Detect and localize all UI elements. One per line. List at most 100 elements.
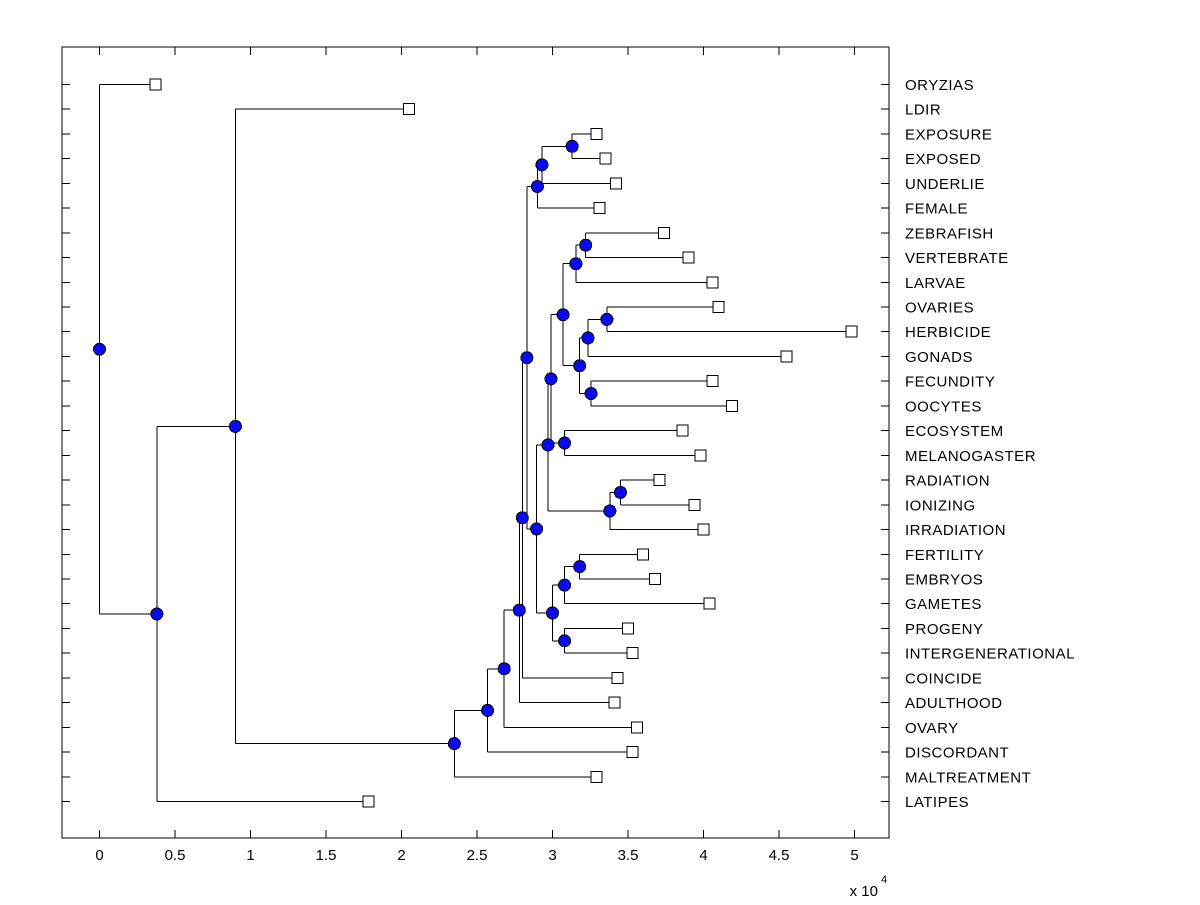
internal-node-dot xyxy=(565,139,579,153)
leaf-label: GONADS xyxy=(905,349,973,366)
x-tick-label: 4 xyxy=(699,847,707,864)
leaf-node-marker xyxy=(403,103,416,116)
leaf-node-marker xyxy=(726,399,739,412)
leaf-label: FECUNDITY xyxy=(905,374,995,391)
internal-node-dot xyxy=(558,578,572,592)
x-tick-label: 0 xyxy=(95,847,103,864)
leaf-label: OVARY xyxy=(905,720,959,737)
internal-node-dot xyxy=(481,703,495,717)
internal-node-dot xyxy=(447,737,461,751)
internal-node-dot xyxy=(603,504,617,518)
x-tick-label: 3 xyxy=(548,847,556,864)
leaf-label: IONIZING xyxy=(905,497,976,514)
leaf-label: EXPOSURE xyxy=(905,126,992,143)
leaf-label: MALTREATMENT xyxy=(905,769,1031,786)
leaf-label: ADULTHOOD xyxy=(905,695,1003,712)
leaf-label: COINCIDE xyxy=(905,670,982,687)
internal-node-dot xyxy=(558,634,572,648)
internal-node-dot xyxy=(544,372,558,386)
internal-node-dot xyxy=(579,238,593,252)
leaf-label: ECOSYSTEM xyxy=(905,423,1004,440)
leaf-node-marker xyxy=(676,424,689,437)
x-tick-label: 2 xyxy=(397,847,405,864)
internal-node-dot xyxy=(512,603,526,617)
leaf-label: GAMETES xyxy=(905,596,982,613)
leaf-node-marker xyxy=(626,647,639,660)
leaf-label: ZEBRAFISH xyxy=(905,225,994,242)
internal-node-dot xyxy=(515,511,529,525)
leaf-node-marker xyxy=(694,449,707,462)
leaf-node-marker xyxy=(599,152,612,165)
internal-node-dot xyxy=(573,560,587,574)
internal-node-dot xyxy=(584,387,598,401)
leaf-node-marker xyxy=(590,127,603,140)
leaf-label: UNDERLIE xyxy=(905,176,985,193)
axes-box xyxy=(61,46,890,839)
leaf-label: LATIPES xyxy=(905,794,969,811)
internal-node-dot xyxy=(228,419,242,433)
x-tick-label: 0.5 xyxy=(165,847,186,864)
leaf-label: EMBRYOS xyxy=(905,571,983,588)
internal-node-dot xyxy=(581,331,595,345)
leaf-label: LDIR xyxy=(905,102,941,119)
internal-node-dot xyxy=(530,522,544,536)
leaf-label: RADIATION xyxy=(905,473,990,490)
x-axis-scale-exponent: 4 xyxy=(881,874,887,886)
internal-node-dot xyxy=(93,342,106,356)
leaf-node-marker xyxy=(593,202,606,215)
leaf-node-marker xyxy=(706,375,719,388)
internal-node-dot xyxy=(535,158,549,172)
leaf-label: FERTILITY xyxy=(905,547,984,564)
internal-node-dot xyxy=(613,485,627,499)
leaf-node-marker xyxy=(608,696,621,709)
leaf-label: LARVAE xyxy=(905,275,966,292)
leaf-label: IRRADIATION xyxy=(905,522,1006,539)
internal-node-dot xyxy=(558,436,572,450)
branch-lines-group xyxy=(99,84,852,802)
leaf-node-marker xyxy=(682,251,695,264)
leaf-node-marker xyxy=(362,795,375,808)
labels-group: 0 0.5 1 1.5 2 2.5 3 3.5 4 4.5 5x 104ORYZIASLDIREXP… xyxy=(95,77,1075,900)
leaf-node-marker xyxy=(706,276,719,289)
leaf-node-marker xyxy=(712,301,725,314)
leaf-node-marker xyxy=(688,498,701,511)
leaf-node-marker xyxy=(622,622,634,635)
internal-node-dot xyxy=(530,179,544,193)
leaf-label: HERBICIDE xyxy=(905,324,991,341)
x-tick-label: 1 xyxy=(246,847,254,864)
leaf-label: OOCYTES xyxy=(905,398,982,415)
internal-node-dot xyxy=(497,662,511,676)
leaf-label: OVARIES xyxy=(905,300,974,317)
leaf-node-marker xyxy=(637,548,650,561)
internal-node-dot xyxy=(600,312,614,326)
internal-node-dot xyxy=(541,438,555,452)
leaf-node-marker xyxy=(609,177,622,190)
leaf-node-marker xyxy=(703,597,716,610)
leaf-node-marker xyxy=(697,523,710,536)
x-tick-label: 3.5 xyxy=(618,847,639,864)
internal-node-dot xyxy=(150,607,164,621)
internal-node-dot xyxy=(569,257,583,271)
axes-box-group xyxy=(61,46,890,839)
leaf-node-marker xyxy=(590,770,603,783)
leaf-label: VERTEBRATE xyxy=(905,250,1009,267)
internal-node-dot xyxy=(546,606,559,620)
leaf-node-marker xyxy=(631,721,644,734)
leaf-label: FEMALE xyxy=(905,201,968,218)
leaf-label: ORYZIAS xyxy=(905,77,974,94)
leaf-label: PROGENY xyxy=(905,621,984,638)
leaf-node-marker xyxy=(626,746,639,759)
leaf-node-marker xyxy=(611,671,624,684)
leaf-label: DISCORDANT xyxy=(905,745,1009,762)
leaf-label: EXPOSED xyxy=(905,151,981,168)
leaf-node-marker xyxy=(658,226,671,239)
x-tick-label: 1.5 xyxy=(316,847,337,864)
leaf-node-marker xyxy=(845,325,858,338)
node-markers-group xyxy=(93,78,858,808)
leaf-node-marker xyxy=(149,78,162,91)
leaf-label: INTERGENERATIONAL xyxy=(905,646,1075,663)
leaf-node-marker xyxy=(649,572,662,585)
leaf-node-marker xyxy=(653,474,666,487)
